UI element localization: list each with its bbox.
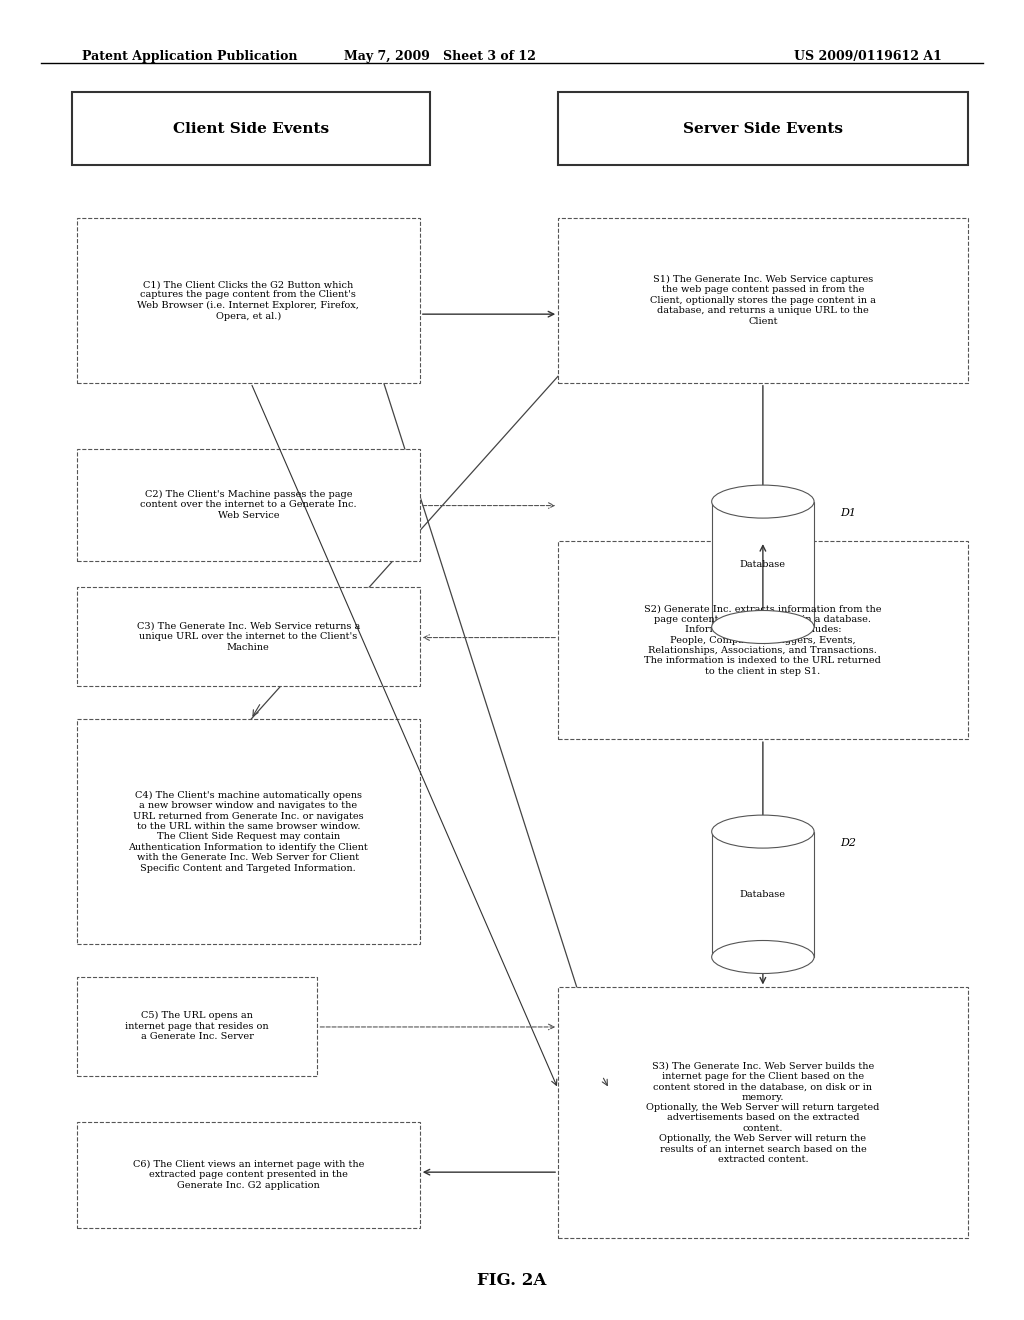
FancyBboxPatch shape (77, 449, 420, 561)
FancyBboxPatch shape (77, 218, 420, 383)
Text: C6) The Client views an internet page with the
extracted page content presented : C6) The Client views an internet page wi… (133, 1160, 364, 1189)
Text: US 2009/0119612 A1: US 2009/0119612 A1 (795, 50, 942, 63)
FancyBboxPatch shape (712, 832, 814, 957)
FancyBboxPatch shape (712, 502, 814, 627)
Text: C4) The Client's machine automatically opens
a new browser window and navigates : C4) The Client's machine automatically o… (128, 791, 369, 873)
Ellipse shape (712, 940, 814, 973)
FancyBboxPatch shape (77, 1122, 420, 1228)
Text: D1: D1 (840, 508, 856, 519)
FancyBboxPatch shape (77, 719, 420, 944)
Ellipse shape (712, 610, 814, 644)
Text: May 7, 2009   Sheet 3 of 12: May 7, 2009 Sheet 3 of 12 (344, 50, 537, 63)
FancyBboxPatch shape (558, 92, 968, 165)
Text: D2: D2 (840, 838, 856, 849)
Text: Server Side Events: Server Side Events (683, 121, 843, 136)
Text: C3) The Generate Inc. Web Service returns a
unique URL over the internet to the : C3) The Generate Inc. Web Service return… (136, 622, 360, 652)
Text: C5) The URL opens an
internet page that resides on
a Generate Inc. Server: C5) The URL opens an internet page that … (125, 1011, 269, 1041)
Ellipse shape (712, 486, 814, 519)
Text: S3) The Generate Inc. Web Server builds the
internet page for the Client based o: S3) The Generate Inc. Web Server builds … (646, 1061, 880, 1164)
FancyBboxPatch shape (77, 587, 420, 686)
Text: S1) The Generate Inc. Web Service captures
the web page content passed in from t: S1) The Generate Inc. Web Service captur… (650, 275, 876, 326)
FancyBboxPatch shape (77, 977, 317, 1076)
Text: C2) The Client's Machine passes the page
content over the internet to a Generate: C2) The Client's Machine passes the page… (140, 490, 356, 520)
Text: FIG. 2A: FIG. 2A (477, 1272, 547, 1288)
Text: C1) The Client Clicks the G2 Button which
captures the page content from the Cli: C1) The Client Clicks the G2 Button whic… (137, 280, 359, 321)
Ellipse shape (712, 814, 814, 849)
Text: Client Side Events: Client Side Events (173, 121, 329, 136)
Text: Patent Application Publication: Patent Application Publication (82, 50, 297, 63)
Text: Database: Database (740, 890, 785, 899)
Text: Database: Database (740, 560, 785, 569)
Text: S2) Generate Inc. extracts information from the
page content and can store it in: S2) Generate Inc. extracts information f… (644, 605, 882, 676)
FancyBboxPatch shape (72, 92, 430, 165)
FancyBboxPatch shape (558, 987, 968, 1238)
FancyBboxPatch shape (558, 218, 968, 383)
FancyBboxPatch shape (558, 541, 968, 739)
